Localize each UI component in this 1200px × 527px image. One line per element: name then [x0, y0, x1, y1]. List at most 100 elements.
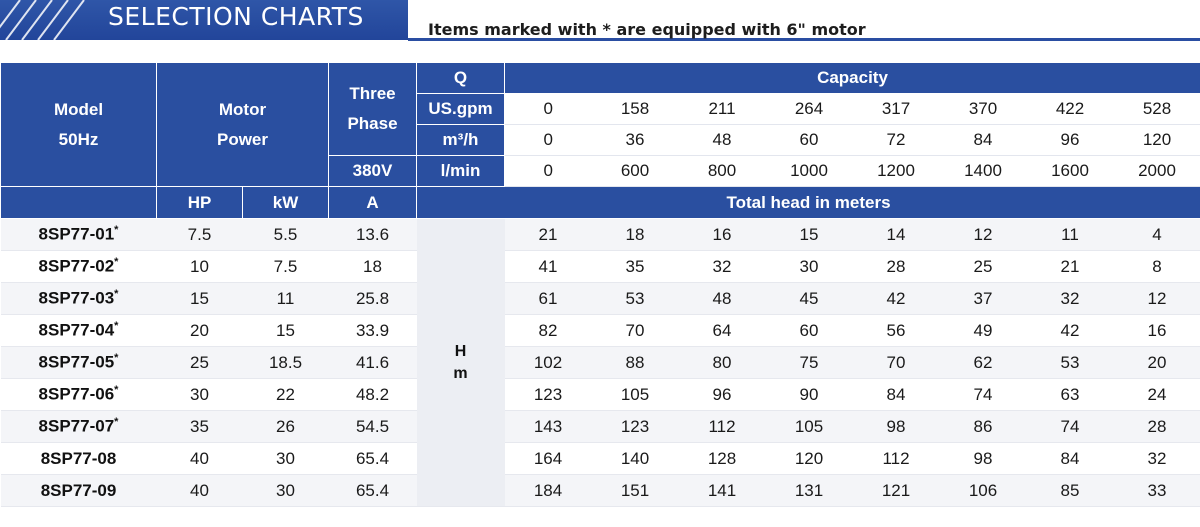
hp-cell: 30 [156, 378, 243, 411]
head-cell: 85 [1026, 474, 1114, 507]
head-cell: 105 [591, 378, 679, 411]
capacity-lmin-cell: 1000 [765, 155, 853, 187]
head-cell: 98 [852, 410, 940, 443]
head-cell: 164 [504, 442, 592, 475]
hp-cell: 15 [156, 282, 243, 315]
head-cell: 143 [504, 410, 592, 443]
kw-cell: 5.5 [242, 218, 329, 251]
head-cell: 74 [939, 378, 1027, 411]
head-cell: 64 [678, 314, 766, 347]
head-cell: 42 [1026, 314, 1114, 347]
total-head-header: Total head in meters [416, 186, 1200, 219]
six-inch-motor-mark: * [114, 320, 119, 333]
capacity-lmin-cell: 600 [591, 155, 679, 187]
capacity-m3h-cell: 36 [591, 124, 679, 156]
head-cell: 15 [765, 218, 853, 251]
head-cell: 128 [678, 442, 766, 475]
head-cell: 18 [591, 218, 679, 251]
head-cell: 123 [591, 410, 679, 443]
six-inch-motor-mark: * [114, 224, 119, 237]
head-cell: 131 [765, 474, 853, 507]
head-cell: 80 [678, 346, 766, 379]
head-cell: 88 [591, 346, 679, 379]
voltage-header: 380V [328, 155, 417, 187]
kw-header: kW [242, 186, 329, 219]
capacity-m3h-cell: 0 [504, 124, 592, 156]
head-cell: 41 [504, 250, 592, 283]
model-name: 8SP77-02 [38, 256, 115, 276]
table-row: 8SP77-07* 35 26 54.5 143 123 112 105 98 86 74 28 [0, 410, 1200, 443]
head-cell: 33 [1113, 474, 1200, 507]
table-row: 8SP77-04* 20 15 33.9 82 70 64 60 56 49 42 16 [0, 314, 1200, 347]
model-subheader-blank [0, 186, 157, 219]
head-cell: 112 [678, 410, 766, 443]
model-name: 8SP77-09 [40, 480, 117, 500]
hp-cell: 10 [156, 250, 243, 283]
head-cell: 140 [591, 442, 679, 475]
head-cell: 11 [1026, 218, 1114, 251]
six-inch-motor-mark: * [114, 256, 119, 269]
table-row: 8SP77-05* 25 18.5 41.6 102 88 80 75 70 62 53 20 [0, 346, 1200, 379]
capacity-m3h-cell: 60 [765, 124, 853, 156]
head-cell: 53 [591, 282, 679, 315]
head-cell: 184 [504, 474, 592, 507]
capacity-gpm-cell: 211 [678, 93, 766, 125]
model-name: 8SP77-05 [38, 352, 115, 372]
head-cell: 141 [678, 474, 766, 507]
six-inch-motor-mark: * [114, 384, 119, 397]
unit-gpm: US.gpm [416, 93, 505, 125]
head-cell: 84 [852, 378, 940, 411]
capacity-lmin-cell: 2000 [1113, 155, 1200, 187]
six-inch-motor-mark: * [114, 416, 119, 429]
amp-cell: 54.5 [328, 410, 417, 443]
model-cell: 8SP77-07* [0, 410, 157, 443]
capacity-lmin-cell: 0 [504, 155, 592, 187]
head-cell: 32 [678, 250, 766, 283]
hp-header: HP [156, 186, 243, 219]
hp-cell: 40 [156, 442, 243, 475]
kw-cell: 30 [242, 474, 329, 507]
kw-cell: 30 [242, 442, 329, 475]
kw-cell: 18.5 [242, 346, 329, 379]
head-cell: 21 [504, 218, 592, 251]
capacity-gpm-cell: 317 [852, 93, 940, 125]
capacity-m3h-cell: 48 [678, 124, 766, 156]
page-title: SELECTION CHARTS [108, 2, 364, 31]
capacity-gpm-cell: 158 [591, 93, 679, 125]
head-cell: 32 [1026, 282, 1114, 315]
amp-cell: 65.4 [328, 442, 417, 475]
capacity-lmin-cell: 800 [678, 155, 766, 187]
head-cell: 61 [504, 282, 592, 315]
head-cell: 28 [1113, 410, 1200, 443]
model-cell: 8SP77-03* [0, 282, 157, 315]
head-cell: 21 [1026, 250, 1114, 283]
model-cell: 8SP77-09 [0, 474, 157, 507]
unit-lmin: l/min [416, 155, 505, 187]
amp-cell: 18 [328, 250, 417, 283]
amp-cell: 25.8 [328, 282, 417, 315]
model-cell: 8SP77-04* [0, 314, 157, 347]
hp-cell: 7.5 [156, 218, 243, 251]
table-row: 8SP77-02* 10 7.5 18 41 35 32 30 28 25 21 8 [0, 250, 1200, 283]
head-cell: 25 [939, 250, 1027, 283]
capacity-m3h-cell: 84 [939, 124, 1027, 156]
model-cell: 8SP77-06* [0, 378, 157, 411]
head-cell: 8 [1113, 250, 1200, 283]
model-header: Model 50Hz [0, 62, 157, 187]
head-cell: 74 [1026, 410, 1114, 443]
head-cell: 12 [939, 218, 1027, 251]
kw-cell: 11 [242, 282, 329, 315]
head-cell: 20 [1113, 346, 1200, 379]
model-cell: 8SP77-08 [0, 442, 157, 475]
head-cell: 96 [678, 378, 766, 411]
head-cell: 84 [1026, 442, 1114, 475]
head-cell: 60 [765, 314, 853, 347]
amp-cell: 65.4 [328, 474, 417, 507]
head-cell: 112 [852, 442, 940, 475]
capacity-header: Capacity [504, 62, 1200, 94]
unit-m3h: m³/h [416, 124, 505, 156]
head-cell: 48 [678, 282, 766, 315]
model-name: 8SP77-04 [38, 320, 115, 340]
head-unit-h: H [454, 342, 467, 360]
